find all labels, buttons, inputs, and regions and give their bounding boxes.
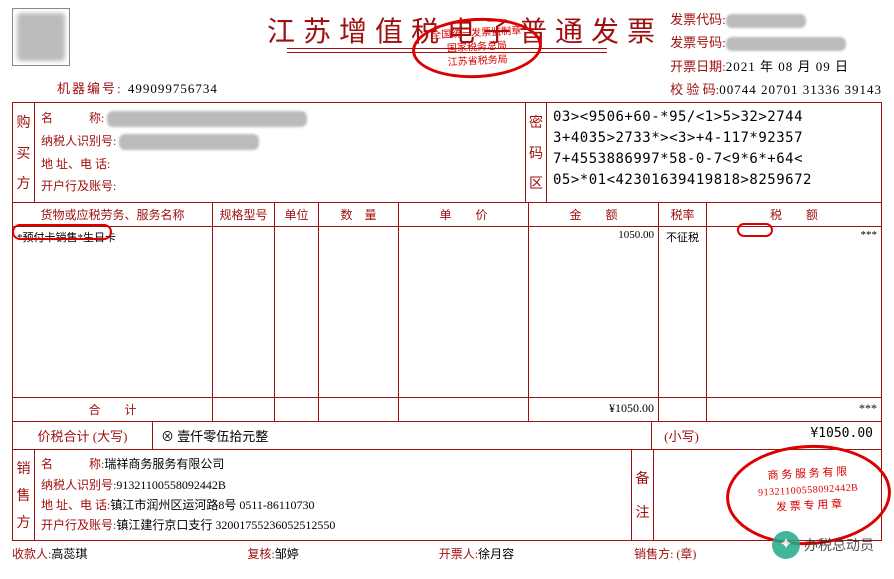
buyer-name-redacted <box>107 111 307 127</box>
reviewer-label: 复核: <box>247 547 274 561</box>
buyer-bank-label: 开户行及账号: <box>41 179 116 193</box>
remark-label: 备注 <box>632 450 654 540</box>
annotation-circle-rate <box>737 223 773 237</box>
col-qty: 数 量 <box>319 203 399 226</box>
seller-taxid: 91321100558092442B <box>116 478 226 492</box>
buyer-section-label: 购买方 <box>13 103 35 202</box>
total-label: 价税合计 (大写) <box>13 422 153 449</box>
invoice-footer: 收款人:高蕊琪 复核:邹婷 开票人:徐月容 销售方: (章) <box>12 545 882 562</box>
annotation-circle-item <box>12 224 112 240</box>
machine-value: 499099756734 <box>128 81 218 96</box>
col-price: 单 价 <box>399 203 529 226</box>
wechat-icon: ✦ <box>772 531 800 559</box>
invoice-body: 购买方 名 称: 纳税人识别号: 地 址、电 话: 开户行及账号: 密码区 03… <box>12 102 882 541</box>
seal-label: 销售方: (章) <box>634 547 696 561</box>
seller-bank-label: 开户行及账号: <box>41 518 116 532</box>
payee-label: 收款人: <box>12 547 51 561</box>
col-rate: 税率 <box>659 203 707 226</box>
check-label: 校 验 码: <box>670 82 719 97</box>
buyer-info: 名 称: 纳税人识别号: 地 址、电 话: 开户行及账号: <box>35 103 525 202</box>
col-name: 货物或应税劳务、服务名称 <box>13 203 213 226</box>
drawer-label: 开票人: <box>439 547 478 561</box>
buyer-taxid-redacted <box>119 134 259 150</box>
password-area: 03><9506+60-*95/<1>5>32>2744 3+4035>2733… <box>547 103 877 202</box>
item-amount: 1050.00 <box>618 229 654 241</box>
seller-info: 名 称:瑞祥商务服务有限公司 纳税人识别号:91321100558092442B… <box>35 450 631 540</box>
date-label: 开票日期: <box>670 59 726 74</box>
seller-row: 销售方 名 称:瑞祥商务服务有限公司 纳税人识别号:91321100558092… <box>13 449 881 540</box>
invoice-header: 江苏增值税电子普通发票 全国统一发票监制章 国家税务总局 江苏省税务局 发票代码… <box>12 8 882 98</box>
qr-code <box>12 8 70 66</box>
sum-label: 合 计 <box>13 398 213 421</box>
number-label: 发票号码: <box>670 35 726 50</box>
seller-name: 瑞祥商务服务有限公司 <box>104 457 224 471</box>
total-small-label: (小写) <box>651 422 711 449</box>
buyer-addr-label: 地 址、电 话: <box>41 157 110 171</box>
password-section-label: 密码区 <box>525 103 547 202</box>
seller-name-label: 名 称: <box>41 457 104 471</box>
items-sum: 合 计 ¥1050.00 *** <box>13 397 881 421</box>
total-symbol: ⊗ <box>161 429 174 444</box>
date-value: 2021 年 08 月 09 日 <box>726 59 849 74</box>
items-body: *预付卡销售*生日卡 1050.00 不征税 *** <box>13 227 881 397</box>
drawer: 徐月容 <box>478 547 514 561</box>
item-tax: *** <box>861 229 878 241</box>
reviewer: 邹婷 <box>275 547 299 561</box>
seller-taxid-label: 纳税人识别号: <box>41 478 116 492</box>
pwd-line4: 05>*01<42301639419818>8259672 <box>553 170 871 191</box>
col-spec: 规格型号 <box>213 203 275 226</box>
col-tax: 税 额 <box>707 203 881 226</box>
machine-label: 机器编号: <box>57 81 123 96</box>
seller-bank: 镇江建行京口支行 32001755236052512550 <box>116 518 335 532</box>
item-rate: 不征税 <box>666 232 699 244</box>
pwd-line1: 03><9506+60-*95/<1>5>32>2744 <box>553 107 871 128</box>
col-amount: 金 额 <box>529 203 659 226</box>
check-value: 00744 20701 31336 39143 <box>719 82 882 97</box>
buyer-name-label: 名 称: <box>41 111 104 125</box>
watermark: ✦ 办税总动员 <box>772 531 874 559</box>
total-words: 壹仟零伍拾元整 <box>177 429 268 444</box>
seller-addr-label: 地 址、电 话: <box>41 498 110 512</box>
buyer-taxid-label: 纳税人识别号: <box>41 134 116 148</box>
machine-number: 机器编号: 499099756734 <box>57 78 218 97</box>
seller-section-label: 销售方 <box>13 450 35 540</box>
watermark-text: 办税总动员 <box>804 535 874 555</box>
sum-tax: *** <box>707 398 881 421</box>
total-row: 价税合计 (大写) ⊗ 壹仟零伍拾元整 (小写) ¥1050.00 <box>13 421 881 449</box>
sum-amount: ¥1050.00 <box>529 398 659 421</box>
code-label: 发票代码: <box>670 12 726 27</box>
pwd-line2: 3+4035>2733*><3>+4-117*92357 <box>553 128 871 149</box>
number-redacted <box>726 37 846 51</box>
col-unit: 单位 <box>275 203 319 226</box>
code-redacted <box>726 14 806 28</box>
seller-addr: 镇江市润州区运河路8号 0511-86110730 <box>110 498 314 512</box>
pwd-line3: 7+4553886997*58-0-7<9*6*+64< <box>553 149 871 170</box>
payee: 高蕊琪 <box>51 547 87 561</box>
header-meta: 发票代码: 发票号码: 开票日期:2021 年 08 月 09 日 校 验 码:… <box>670 8 882 102</box>
remark-section: 备注 商 务 服 务 有 限 91321100558092442B 发 票 专 … <box>631 450 881 540</box>
